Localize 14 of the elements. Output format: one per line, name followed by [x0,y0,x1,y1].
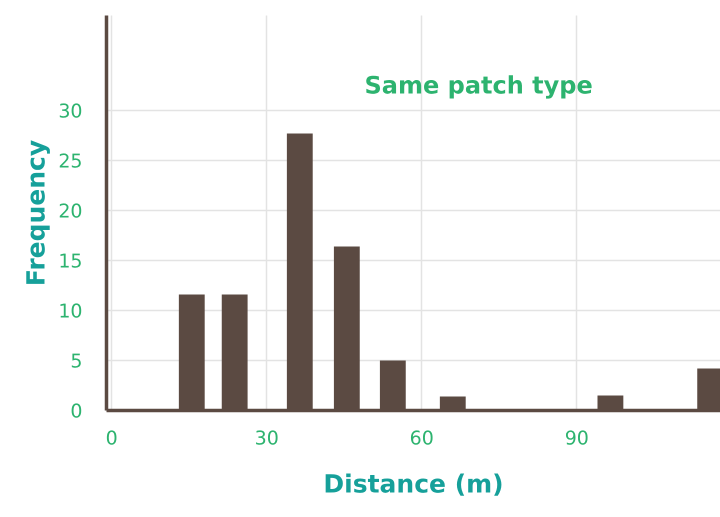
y-tick-label: 15 [58,250,83,272]
y-axis-title: Frequency [21,140,50,286]
x-tick-label: 30 [254,428,279,450]
text: Same patch type [364,72,593,100]
y-tick-label: 0 [70,400,83,422]
y-tick-label: 5 [70,350,83,372]
y-tick-label: 25 [58,150,83,172]
y-tick-label: 30 [58,100,83,122]
x-tick-label: 60 [410,428,434,450]
y-tick-label: 10 [58,300,83,322]
x-tick-label: 0 [106,428,118,450]
x-tick-label: 90 [564,428,589,450]
y-tick-label: 20 [58,200,83,222]
x-axis-title: Distance (m) [323,470,504,498]
